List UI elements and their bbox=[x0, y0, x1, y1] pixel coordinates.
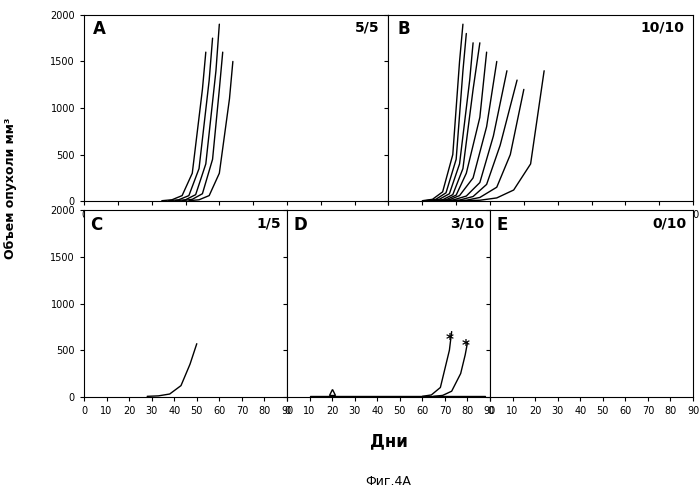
Text: 0/10: 0/10 bbox=[653, 216, 687, 230]
Text: 10/10: 10/10 bbox=[640, 20, 684, 34]
Text: A: A bbox=[93, 20, 106, 39]
Text: B: B bbox=[398, 20, 410, 39]
Text: D: D bbox=[293, 216, 307, 234]
Text: 5/5: 5/5 bbox=[355, 20, 379, 34]
Text: 1/5: 1/5 bbox=[256, 216, 281, 230]
Text: Дни: Дни bbox=[370, 433, 407, 450]
Text: 3/10: 3/10 bbox=[450, 216, 484, 230]
Text: *: * bbox=[461, 339, 469, 354]
Text: Объем опухоли мм³: Объем опухоли мм³ bbox=[4, 118, 17, 259]
Text: Фиг.4А: Фиг.4А bbox=[365, 475, 412, 488]
Text: E: E bbox=[496, 216, 507, 234]
Text: C: C bbox=[90, 216, 102, 234]
Text: *: * bbox=[445, 333, 454, 348]
